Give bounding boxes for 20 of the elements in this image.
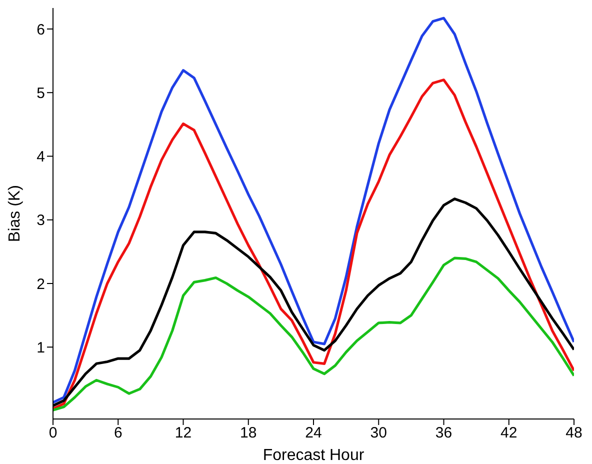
- x-axis-title: Forecast Hour: [262, 447, 365, 464]
- y-tick-label: 5: [36, 84, 45, 102]
- y-tick-label: 2: [36, 276, 45, 293]
- x-tick-label: 36: [435, 424, 452, 442]
- x-tick-label: 6: [114, 424, 122, 442]
- y-tick-label: 4: [36, 148, 45, 166]
- y-tick-label: 6: [36, 21, 45, 38]
- y-tick-label: 1: [36, 339, 45, 356]
- x-tick-label: 42: [500, 424, 518, 442]
- y-axis-title: Bias (K): [6, 185, 24, 242]
- y-tick-label: 3: [36, 212, 45, 230]
- x-tick-label: 24: [305, 424, 322, 442]
- x-tick-label: 0: [48, 424, 58, 442]
- line-series: [53, 256, 574, 412]
- x-tick-label: 48: [566, 424, 582, 442]
- x-tick-label: 12: [174, 424, 192, 442]
- line-series: [53, 16, 574, 404]
- x-tick-label: 18: [240, 424, 257, 442]
- x-tick-label: 30: [370, 424, 387, 442]
- line-series: [53, 78, 574, 410]
